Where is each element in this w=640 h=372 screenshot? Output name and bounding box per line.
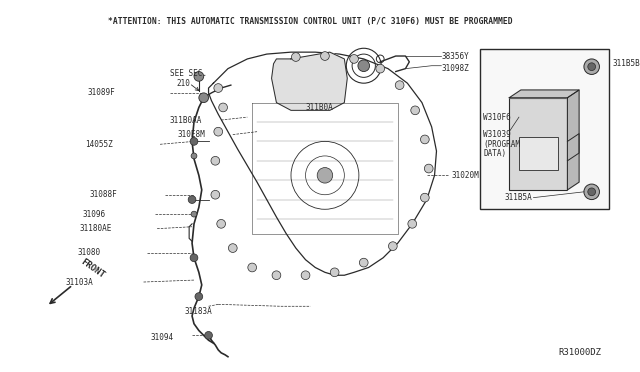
Circle shape [194,71,204,81]
Circle shape [214,84,223,92]
Text: 31094: 31094 [150,333,173,342]
Circle shape [388,242,397,250]
Circle shape [214,127,223,136]
Circle shape [188,196,196,203]
Circle shape [420,135,429,144]
Circle shape [584,184,600,200]
Text: *ATTENTION: THIS AUTOMATIC TRANSMISSION CONTROL UNIT (P/C 310F6) MUST BE PROGRAM: *ATTENTION: THIS AUTOMATIC TRANSMISSION … [108,17,513,26]
Circle shape [211,156,220,165]
Text: 210: 210 [177,79,191,88]
Text: 310E8M: 310E8M [177,130,205,139]
Circle shape [291,52,300,61]
Circle shape [301,271,310,280]
Circle shape [424,164,433,173]
Text: SEE SEC.: SEE SEC. [170,69,207,78]
Circle shape [228,244,237,253]
Circle shape [360,258,368,267]
Text: 31089F: 31089F [87,89,115,97]
Circle shape [584,59,600,74]
Polygon shape [271,52,348,110]
Circle shape [272,271,281,280]
Circle shape [321,52,330,60]
Circle shape [219,103,227,112]
Text: 31098Z: 31098Z [442,64,469,73]
Circle shape [420,193,429,202]
Circle shape [195,293,203,301]
Circle shape [217,219,225,228]
Text: (PROGRAM: (PROGRAM [483,140,520,149]
Circle shape [330,268,339,277]
Text: 31080: 31080 [77,248,100,257]
Circle shape [205,331,212,339]
Circle shape [411,106,419,115]
Circle shape [358,60,369,71]
Text: 31103A: 31103A [66,278,93,286]
Text: 31183A: 31183A [184,307,212,315]
Circle shape [588,63,596,71]
Polygon shape [568,90,579,190]
Circle shape [588,188,596,196]
Circle shape [376,64,385,73]
Polygon shape [509,90,579,98]
Text: 311B5A: 311B5A [504,193,532,202]
Text: W31039: W31039 [483,130,511,139]
Circle shape [199,93,209,103]
Circle shape [211,190,220,199]
Circle shape [349,55,358,63]
Text: 31088F: 31088F [89,190,117,199]
Circle shape [408,219,417,228]
Text: 311B5B: 311B5B [612,59,640,68]
Text: W310F6: W310F6 [483,113,511,122]
Text: 311B0AA: 311B0AA [170,116,202,125]
Text: DATA): DATA) [483,150,506,158]
Text: 31020M: 31020M [451,171,479,180]
Text: R31000DZ: R31000DZ [558,348,602,357]
Circle shape [396,81,404,90]
Circle shape [190,138,198,145]
Circle shape [191,211,197,217]
Bar [519,137,557,170]
Bar [509,98,568,190]
Text: 31096: 31096 [83,210,106,219]
Text: FRONT: FRONT [79,257,107,280]
Circle shape [191,153,197,159]
Text: 38356Y: 38356Y [442,52,469,61]
Bar [480,49,609,209]
Text: 14055Z: 14055Z [85,140,113,149]
Text: 31180AE: 31180AE [79,224,112,233]
Circle shape [190,254,198,262]
Circle shape [317,167,333,183]
Text: 311B0A: 311B0A [305,103,333,112]
Circle shape [248,263,257,272]
